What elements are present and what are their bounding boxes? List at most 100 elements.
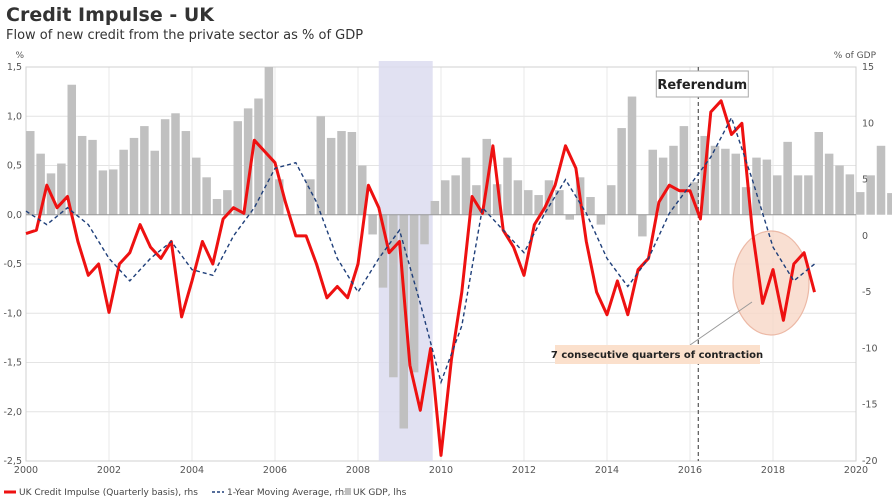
gdp-bar [814,132,824,215]
x-tick-label: 2014 [595,465,619,476]
gdp-bar [555,190,564,215]
annotation-leader [689,301,753,346]
gdp-bar [876,145,886,215]
gdp-bar [441,180,450,215]
gdp-bar [316,116,326,215]
gdp-bar [710,145,720,215]
gdp-bar [202,177,211,215]
x-tick-label: 2002 [97,465,121,476]
left-tick-label: -1,0 [3,308,22,319]
left-tick-label: -2,5 [3,456,22,467]
gdp-bar [192,157,201,215]
gdp-bar [36,153,45,215]
right-unit-label: % of GDP [834,51,877,61]
contraction-highlight [732,230,810,336]
left-tick-label: 1,5 [7,62,22,73]
gdp-bar [275,179,284,215]
annotation-text: 7 consecutive quarters of contraction [551,350,763,361]
gdp-bar [109,169,118,215]
left-tick-label: -2,0 [3,407,22,418]
gdp-bar [358,165,367,215]
gdp-bar [721,148,730,215]
gdp-bar [835,165,844,215]
gdp-bar [212,198,222,215]
right-tick-label: 10 [862,118,874,129]
left-tick-label: -0,5 [3,259,22,270]
gdp-bar [399,214,409,429]
gdp-bar [326,137,336,215]
right-tick-label: -20 [862,456,878,467]
gdp-bar [503,157,512,215]
chart-title: Credit Impulse - UK [6,4,214,26]
gdp-bar [731,153,741,215]
right-tick-label: 5 [862,175,868,186]
referendum-label: Referendum [657,78,747,93]
x-tick-label: 2006 [263,465,287,476]
gdp-bar [264,67,274,215]
gdp-bar [596,214,606,225]
gdp-bar [617,128,626,215]
left-unit-label: % [15,51,24,61]
x-tick-label: 2012 [512,465,536,476]
x-tick-label: 2000 [14,465,38,476]
gdp-bar [233,121,243,215]
gdp-bar [119,149,128,215]
legend-swatch-gdp [345,488,351,495]
gdp-bar [627,96,637,215]
gdp-bar [451,175,460,215]
x-tick-label: 2020 [844,465,868,476]
gdp-bar [752,157,761,215]
gdp-bar [160,119,170,215]
gdp-bar [866,175,875,215]
gdp-bar [565,214,575,220]
axes: 1,5 1,0 0,5 0,0 -0,5 -1,0 -1,5 -2,0 -2,5 15 10 5 0 -5… [3,51,877,476]
x-tick-label: 2008 [346,465,370,476]
right-tick-label: -5 [862,287,871,298]
gdp-bar [783,141,792,215]
x-tick-label: 2010 [429,465,453,476]
gdp-bar [223,190,232,215]
left-tick-label: 0,0 [7,210,22,221]
gdp-bar [150,150,160,215]
gdp-bar [129,137,139,215]
series-lines [25,99,816,457]
gdp-bar [77,135,87,215]
legend-label-gdp: UK GDP, lhs [353,488,407,498]
gdp-bar [845,174,855,215]
moving-average-line [25,115,815,385]
gdp-bar [430,200,440,215]
x-tick-label: 2018 [761,465,785,476]
gdp-bar [67,84,77,215]
gdp-bar [669,145,678,215]
gdp-bar [461,157,471,215]
gdp-bar [492,184,502,215]
gdp-bar [824,153,834,215]
gdp-bar [762,159,772,215]
gdp-bar [658,157,668,215]
contraction-annotation: 7 consecutive quarters of contraction [551,301,763,364]
legend: UK Credit Impulse (Quarterly basis), rhs… [4,488,407,498]
gdp-bar [420,214,429,245]
gdp-bar [389,214,398,378]
gdp-bar [98,170,108,215]
left-tick-label: 0,5 [7,161,22,172]
left-tick-label: 1,0 [7,111,22,122]
gdp-bar [26,131,35,215]
x-tick-label: 2004 [180,465,204,476]
right-tick-label: -15 [862,400,878,411]
gdp-bar [368,214,377,235]
gdp-bar [57,163,66,215]
gdp-bar [409,214,419,373]
grid-lines [25,66,857,462]
referendum-box [655,70,749,98]
gdp-bar [586,197,595,215]
contraction-ellipse [732,230,810,336]
x-tick-label: 2016 [678,465,702,476]
gdp-bar [347,132,357,215]
gdp-bar [607,185,616,215]
gdp-bar [804,175,813,215]
gdp-bar [88,139,97,215]
right-tick-label: -10 [862,343,878,354]
legend-label-impulse: UK Credit Impulse (Quarterly basis), rhs [19,488,198,498]
